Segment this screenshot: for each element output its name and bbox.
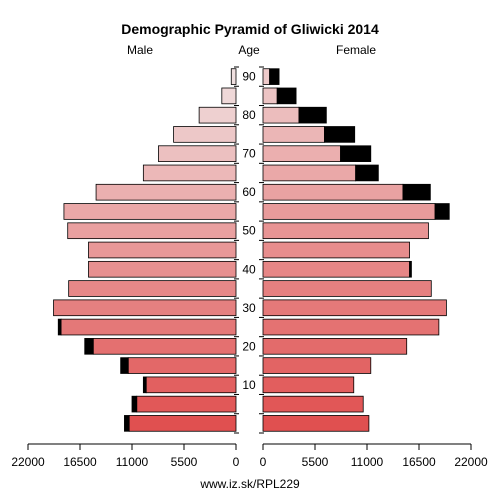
male-excess-bar-0-4 [124, 415, 130, 432]
male-bar-80-84 [198, 106, 237, 124]
female-label: Female [336, 43, 376, 57]
male-excess-bar-25-29 [57, 318, 62, 336]
male-bar-35-39 [68, 280, 237, 297]
female-bar-85-89 [262, 87, 278, 105]
female-bar-0-4 [262, 415, 370, 432]
x-tick-label-right: 11000 [351, 455, 384, 469]
age-label: Age [238, 43, 260, 57]
x-tick-label-left: 0 [233, 455, 240, 469]
source-label: www.iz.sk/RPL229 [199, 477, 300, 491]
male-excess-bar-10-14 [142, 376, 147, 394]
female-bar-35-39 [262, 280, 432, 297]
x-tick-label-right: 22000 [454, 455, 488, 469]
x-tick-label-left: 16500 [63, 455, 97, 469]
age-tick-label: 80 [242, 108, 256, 122]
female-excess-bar-75-79 [324, 126, 356, 143]
male-bar-85-89 [221, 87, 237, 105]
male-bar-90+ [230, 68, 237, 85]
female-bar-20-24 [262, 338, 408, 355]
female-bar-90+ [262, 68, 271, 85]
female-excess-bar-70-74 [340, 145, 372, 162]
age-tick-label: 60 [242, 185, 256, 199]
female-bar-50-54 [262, 222, 429, 240]
female-excess-bar-65-69 [355, 164, 379, 182]
chart-title: Demographic Pyramid of Gliwicki 2014 [121, 21, 379, 37]
female-excess-bar-40-44 [409, 260, 412, 278]
male-excess-bar-20-24 [84, 338, 94, 355]
male-bar-25-29 [60, 318, 237, 336]
male-bar-5-9 [136, 395, 237, 413]
male-bar-40-44 [88, 260, 237, 278]
age-tick-label: 30 [242, 301, 256, 315]
x-tick-label-left: 22000 [11, 455, 45, 469]
male-bar-10-14 [145, 376, 237, 394]
x-tick-label-right: 0 [260, 455, 267, 469]
age-tick-label: 90 [242, 70, 256, 84]
age-tick-label: 40 [242, 262, 256, 276]
bars-group [53, 68, 450, 432]
male-bar-15-19 [127, 357, 237, 374]
male-bar-65-69 [142, 164, 237, 182]
male-bar-0-4 [128, 415, 237, 432]
male-bar-50-54 [67, 222, 237, 240]
female-excess-bar-60-64 [402, 183, 431, 201]
x-tick-label-right: 5500 [302, 455, 329, 469]
axes-group: 10 20 30 40 50 60 70 80 90 22000 16500 11000 5500 0 0 5… [11, 66, 488, 469]
x-tick-label-left: 11000 [116, 455, 149, 469]
female-excess-bar-55-59 [434, 203, 450, 220]
female-bar-10-14 [262, 376, 355, 394]
male-bar-45-49 [88, 241, 237, 259]
female-bar-55-59 [262, 203, 436, 220]
male-excess-bar-5-9 [131, 395, 138, 413]
male-bar-30-34 [53, 299, 237, 317]
female-bar-25-29 [262, 318, 440, 336]
x-tick-label-right: 16500 [402, 455, 436, 469]
female-excess-bar-90+ [269, 68, 280, 85]
female-bar-15-19 [262, 357, 372, 374]
age-tick-label: 20 [242, 339, 256, 353]
age-tick-label: 10 [242, 378, 256, 392]
female-bar-65-69 [262, 164, 357, 182]
male-excess-bar-15-19 [120, 357, 129, 374]
female-bar-75-79 [262, 126, 325, 143]
female-bar-60-64 [262, 183, 404, 201]
female-bar-30-34 [262, 299, 447, 317]
age-tick-label: 50 [242, 224, 256, 238]
male-bar-75-79 [173, 126, 237, 143]
x-tick-label-left: 5500 [171, 455, 198, 469]
female-bar-5-9 [262, 395, 364, 413]
male-bar-70-74 [158, 145, 237, 162]
male-bar-20-24 [92, 338, 237, 355]
female-excess-bar-85-89 [276, 87, 297, 105]
male-label: Male [127, 43, 153, 57]
age-tick-label: 70 [242, 147, 256, 161]
male-bar-55-59 [63, 203, 237, 220]
female-bar-45-49 [262, 241, 410, 259]
female-excess-bar-80-84 [298, 106, 327, 124]
female-bar-70-74 [262, 145, 341, 162]
male-bar-60-64 [95, 183, 237, 201]
female-bar-40-44 [262, 260, 410, 278]
female-bar-80-84 [262, 106, 300, 124]
